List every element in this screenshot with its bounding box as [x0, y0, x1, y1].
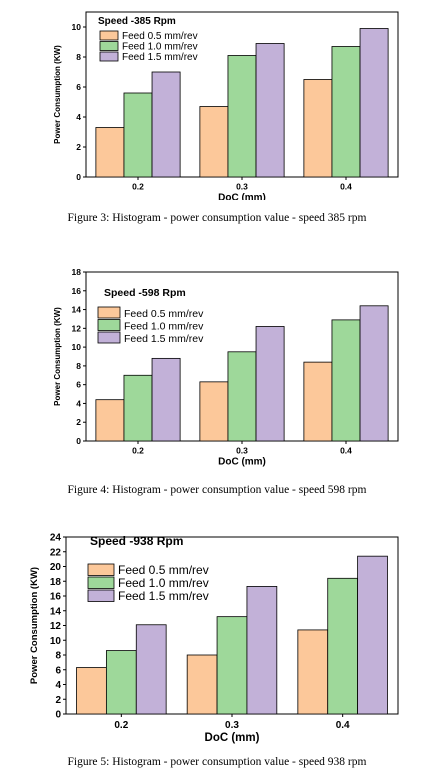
legend-swatch	[97, 331, 121, 344]
x-tick-label: 0.2	[132, 446, 144, 456]
y-tick-label: 16	[72, 286, 82, 296]
legend-swatch	[97, 319, 121, 331]
bar	[331, 46, 361, 178]
x-tick-label: 0.4	[340, 446, 352, 456]
y-tick-label: 8	[76, 361, 81, 371]
y-tick-label: 12	[72, 323, 82, 333]
legend-label: Feed 1.0 mm/rev	[124, 320, 204, 332]
legend-swatch	[99, 41, 119, 51]
bar	[199, 106, 229, 178]
y-tick-label: 4	[76, 398, 81, 408]
x-tick-label: 0.4	[336, 720, 350, 731]
y-tick-label: 10	[72, 342, 82, 352]
y-tick-label: 0	[76, 436, 81, 446]
x-tick-label: 0.2	[114, 720, 128, 731]
y-tick-label: 6	[76, 380, 81, 390]
legend-swatch	[97, 306, 121, 319]
bar	[246, 586, 278, 715]
y-tick-label: 24	[50, 533, 62, 544]
bar	[297, 629, 329, 715]
legend-label: Feed 1.5 mm/rev	[122, 52, 198, 63]
y-tick-label: 10	[72, 22, 82, 32]
bar	[359, 305, 389, 442]
y-tick-label: 2	[55, 695, 61, 706]
chart-598: 0 2 4 6 8 10 12 14 16 18 0.2 0.3 0.4 DoC (mm) Power Co…	[53, 267, 399, 468]
y-tick-label: 6	[76, 82, 81, 92]
y-tick-label: 8	[76, 52, 81, 62]
y-tick-label: 8	[55, 651, 61, 662]
legend-swatch	[87, 589, 115, 602]
x-axis-label: DoC (mm)	[205, 732, 260, 744]
legend-swatch	[87, 576, 115, 589]
legend-swatch	[99, 51, 119, 62]
x-axis-label: DoC (mm)	[218, 457, 266, 468]
x-axis-label: DoC (mm)	[218, 193, 266, 200]
legend-label: Feed 0.5 mm/rev	[118, 563, 209, 577]
bar	[95, 127, 125, 178]
bar	[135, 624, 167, 715]
bar	[76, 667, 107, 715]
legend-label: Feed 0.5 mm/rev	[122, 31, 198, 42]
y-axis-label: Power Consumption (KW)	[53, 45, 62, 144]
y-tick-label: 14	[50, 606, 62, 617]
x-tick-label: 0.3	[225, 720, 239, 731]
bar	[227, 55, 257, 178]
y-axis-label: Power Consumption (KW)	[29, 567, 40, 684]
y-tick-label: 20	[50, 562, 62, 573]
x-tick-label: 0.4	[340, 182, 352, 192]
bar	[303, 79, 333, 178]
legend-swatch	[99, 30, 119, 41]
bar	[151, 71, 181, 178]
bar	[255, 43, 285, 178]
legend-label: Feed 0.5 mm/rev	[124, 308, 204, 320]
y-tick-label: 12	[50, 621, 62, 632]
legend-swatch	[87, 563, 115, 576]
y-tick-label: 10	[50, 636, 62, 647]
speed-annotation: Speed -385 Rpm	[98, 16, 176, 27]
bar	[255, 326, 285, 442]
x-tick-label: 0.3	[236, 182, 248, 192]
y-axis-label: Power Consumption (KW)	[53, 307, 62, 406]
y-tick-label: 22	[50, 547, 62, 558]
y-tick-label: 0	[76, 172, 81, 182]
y-tick-label: 4	[55, 680, 61, 691]
y-tick-label: 0	[55, 710, 61, 721]
figure-4-caption: Figure 4: Histogram - power consumption …	[67, 484, 367, 496]
figure-5-caption: Figure 5: Histogram - power consumption …	[67, 756, 367, 768]
bar	[331, 319, 361, 442]
legend-label: Feed 1.5 mm/rev	[118, 589, 209, 603]
legend-label: Feed 1.5 mm/rev	[124, 333, 204, 345]
bar	[186, 654, 218, 715]
bar	[123, 92, 153, 178]
x-tick-label: 0.3	[236, 446, 248, 456]
bar	[151, 357, 181, 442]
y-tick-label: 16	[50, 592, 62, 603]
bar	[123, 374, 153, 442]
chart-385: 0 2 4 6 8 10 0.2 0.3 0.4 DoC (mm) Power Consumptio…	[53, 11, 399, 200]
bar	[199, 381, 229, 442]
speed-annotation: Speed -938 Rpm	[90, 534, 183, 548]
y-tick-label: 18	[72, 267, 82, 277]
bar	[105, 650, 137, 715]
y-tick-label: 2	[76, 417, 81, 427]
bar	[95, 399, 125, 442]
bar	[303, 361, 333, 442]
y-tick-label: 4	[76, 112, 81, 122]
bar	[216, 616, 248, 715]
y-tick-label: 6	[55, 665, 61, 676]
y-tick-label: 14	[72, 305, 82, 315]
bar	[227, 351, 257, 442]
bar	[327, 577, 359, 715]
y-tick-label: 2	[76, 142, 81, 152]
legend-label: Feed 1.0 mm/rev	[122, 42, 198, 53]
x-tick-label: 0.2	[132, 182, 144, 192]
bar	[357, 555, 388, 715]
bar	[359, 28, 389, 178]
speed-annotation: Speed -598 Rpm	[104, 287, 186, 299]
legend-label: Feed 1.0 mm/rev	[118, 576, 209, 590]
figure-3-caption: Figure 3: Histogram - power consumption …	[67, 212, 367, 224]
y-tick-label: 18	[50, 577, 62, 588]
